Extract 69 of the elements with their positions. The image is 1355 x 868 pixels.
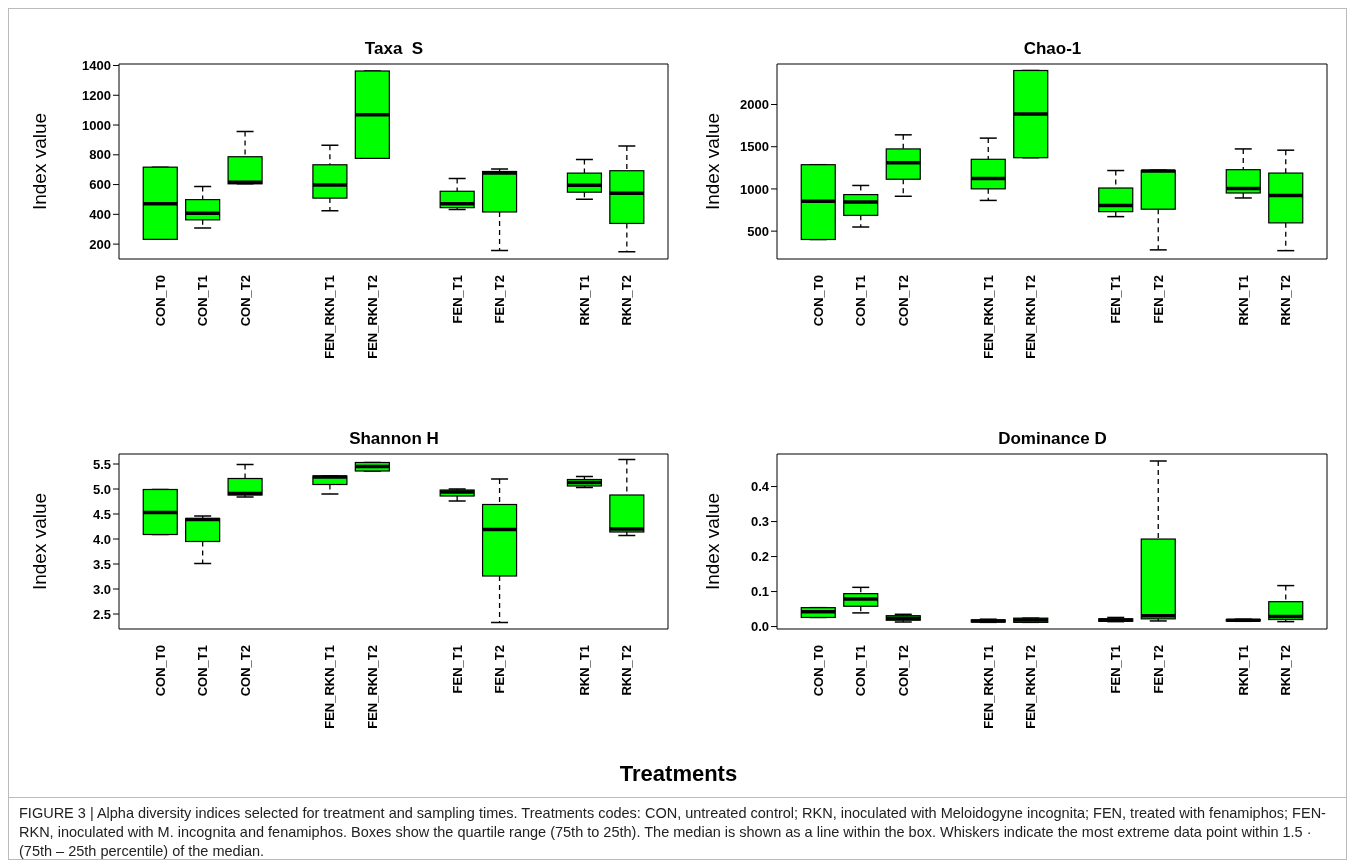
x-tick-label: CON_T0 (810, 645, 826, 697)
x-tick-label: FEN_RKN_T2 (1023, 645, 1039, 729)
x-tick-label: FEN_T2 (1150, 645, 1166, 694)
y-tick-label: 5.5 (92, 456, 111, 472)
y-tick-label: 4.5 (92, 506, 111, 522)
x-tick-label: RKN_T2 (1278, 645, 1294, 696)
y-axis-title: Index value (28, 112, 50, 211)
y-tick-label: 2000 (740, 97, 769, 113)
x-tick-label: RKN_T1 (1235, 275, 1251, 326)
x-tick-label: RKN_T2 (619, 645, 635, 696)
x-tick-label: CON_T1 (853, 645, 869, 697)
y-tick-label: 500 (747, 223, 769, 239)
x-tick-label: FEN_RKN_T1 (322, 275, 338, 359)
y-tick-label: 3.0 (92, 581, 111, 597)
x-tick-label: CON_T2 (237, 645, 253, 697)
y-tick-label: 3.5 (92, 556, 111, 572)
x-tick-label: FEN_T2 (492, 645, 508, 694)
y-tick-label: 1500 (740, 139, 769, 155)
y-tick-label: 1400 (82, 58, 111, 74)
x-tick-label: CON_T2 (895, 275, 911, 327)
x-tick-label: FEN_RKN_T2 (364, 275, 380, 359)
y-axis-title: Index value (28, 492, 50, 591)
x-tick-label: CON_T0 (152, 645, 168, 697)
y-tick-label: 0.2 (750, 549, 769, 565)
chart-title: Shannon H (348, 429, 440, 449)
x-tick-label: FEN_RKN_T1 (980, 275, 996, 359)
y-tick-label: 2.5 (92, 606, 111, 622)
x-tick-label: CON_T1 (195, 275, 211, 327)
x-tick-label: CON_T0 (810, 275, 826, 327)
x-tick-label: RKN_T2 (1278, 275, 1294, 326)
y-tick-label: 0.4 (750, 479, 770, 495)
x-tick-label: FEN_T1 (449, 275, 465, 324)
y-tick-label: 800 (89, 147, 111, 163)
x-tick-label: CON_T0 (152, 275, 168, 327)
chart-title: Dominance D (997, 429, 1108, 449)
y-tick-label: 200 (89, 236, 111, 252)
caption: FIGURE 3 | Alpha diversity indices selected for treatment and sampling times. Treatments codes: CON, untreated control; RKN, inoculated with Meloidogyne incognita; FEN, treated with fenamiphos; FEN-RKN, inoculated with M. incognita and fenamiphos. Boxes show the quartile range (75th to 25th). The median is shown as a line within the box. Whiskers indicate the most extreme data point within 1.5 · (75th – 25th percentile) of the median. (19, 804, 1327, 861)
x-tick-label: FEN_RKN_T2 (364, 645, 380, 729)
y-tick-label: 600 (89, 177, 111, 193)
y-tick-label: 0.1 (750, 584, 769, 600)
x-tick-label: CON_T1 (195, 645, 211, 697)
chart-title: Taxa S (363, 39, 425, 59)
y-tick-label: 0.3 (750, 514, 769, 530)
y-axis-title: Index value (701, 112, 723, 211)
x-tick-label: RKN_T1 (576, 645, 592, 696)
x-tick-label: FEN_T1 (1108, 275, 1124, 324)
x-tick-label: RKN_T1 (576, 275, 592, 326)
y-tick-label: 0.0 (750, 619, 769, 635)
y-tick-label: 1000 (740, 181, 769, 197)
chart-title: Chao-1 (1022, 39, 1083, 59)
y-tick-label: 4.0 (92, 531, 111, 547)
y-tick-label: 1200 (82, 87, 111, 103)
x-tick-label: CON_T2 (237, 275, 253, 327)
y-axis-title: Index value (701, 492, 723, 591)
x-tick-label: CON_T1 (853, 275, 869, 327)
x-tick-label: RKN_T2 (619, 275, 635, 326)
x-tick-label: FEN_T2 (1150, 275, 1166, 324)
x-tick-label: RKN_T1 (1235, 645, 1251, 696)
x-tick-label: FEN_T1 (449, 645, 465, 694)
x-tick-label: FEN_T1 (1108, 645, 1124, 694)
x-tick-label: FEN_RKN_T2 (1023, 275, 1039, 359)
x-tick-label: CON_T2 (895, 645, 911, 697)
x-tick-label: FEN_RKN_T1 (980, 645, 996, 729)
y-tick-label: 5.0 (92, 481, 111, 497)
x-tick-label: FEN_RKN_T1 (322, 645, 338, 729)
y-tick-label: 400 (89, 206, 111, 222)
x-axis-title: Treatments (618, 761, 739, 787)
x-tick-label: FEN_T2 (492, 275, 508, 324)
y-tick-label: 1000 (82, 117, 111, 133)
